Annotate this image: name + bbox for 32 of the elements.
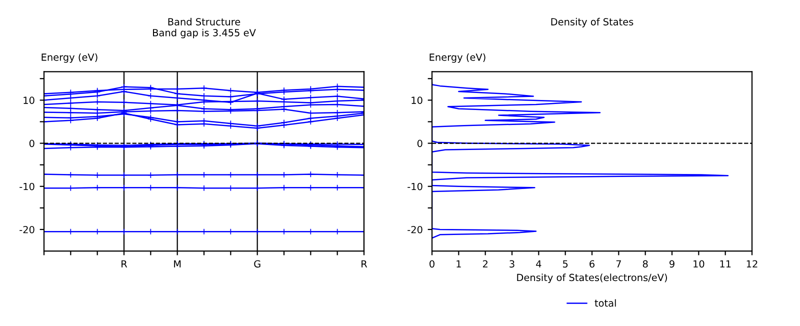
x-tick-label: 3 xyxy=(510,260,514,268)
legend-label: total xyxy=(594,299,616,307)
y-tick-label: 10 xyxy=(24,96,34,104)
y-axis-title: Energy (eV) xyxy=(430,53,486,63)
x-tick-label: 10 xyxy=(694,260,704,268)
chart-title: Band Structure xyxy=(168,18,240,26)
x-tick-label: G xyxy=(254,260,260,268)
y-tick-label: 0 xyxy=(417,140,422,148)
x-tick-label: 12 xyxy=(746,260,758,268)
x-tick-label: 5 xyxy=(562,260,568,268)
y-axis-title: Energy (eV) xyxy=(42,53,98,63)
y-tick-label: 10 xyxy=(412,96,422,104)
x-tick-label: 4 xyxy=(536,260,542,268)
x-tick-label: 8 xyxy=(642,260,648,268)
x-tick-label: 2 xyxy=(482,260,488,268)
y-tick-label: -10 xyxy=(408,182,422,190)
x-tick-label: 6 xyxy=(590,260,594,268)
chart-title: Density of States xyxy=(551,18,634,28)
x-axis-title: Density of States(electrons/eV) xyxy=(517,274,667,284)
x-tick-label: M xyxy=(174,260,181,268)
x-tick-label: R xyxy=(362,260,368,268)
x-tick-label: 0 xyxy=(430,260,434,268)
y-tick-label: -20 xyxy=(20,226,34,234)
y-tick-label: -20 xyxy=(408,226,422,234)
x-tick-label: 7 xyxy=(616,260,621,268)
chart-subtitle: Band gap is 3.455 eV xyxy=(153,28,256,38)
x-tick-label: 1 xyxy=(456,260,461,268)
x-tick-label: 9 xyxy=(670,260,674,268)
x-tick-label: 11 xyxy=(720,260,731,268)
y-tick-label: 0 xyxy=(29,140,34,148)
y-tick-label: -10 xyxy=(20,182,34,190)
x-tick-label: R xyxy=(122,260,128,268)
